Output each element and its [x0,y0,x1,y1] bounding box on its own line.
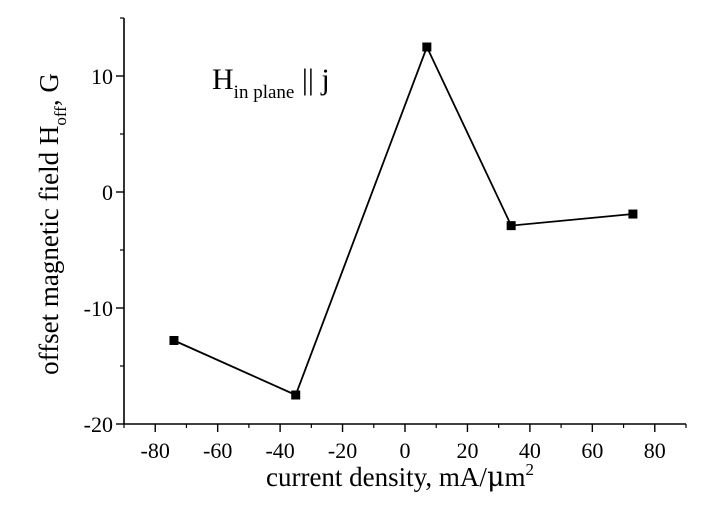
data-point [628,209,638,219]
annotation-rest: || j [294,63,329,96]
x-tick-label: 60 [581,438,603,463]
annotation-main: H [212,63,234,96]
x-tick-label: 20 [456,438,478,463]
y-axis-label-subscript: off [51,106,70,126]
x-axis-label-after-mu: m [505,462,526,492]
x-tick-label: 40 [519,438,541,463]
x-tick-label: -40 [265,438,294,463]
y-tick-label: 0 [102,180,113,205]
x-axis-label-mu: μ [487,462,505,493]
x-axis-label-superscript: 2 [526,460,535,479]
data-point [169,335,179,345]
x-axis-label: current density, mA/μm2 [266,460,534,493]
data-point [291,390,301,400]
y-tick-label: 10 [91,64,113,89]
x-tick-label: 80 [644,438,666,463]
x-tick-label: -80 [141,438,170,463]
axes: -80 -60 -40 -20 0 20 40 60 80 -20 -10 0 10 [84,17,687,463]
chart-annotation: Hin plane || j [212,63,330,103]
x-tick-label: -60 [203,438,232,463]
data-point [422,42,432,52]
data-point [506,221,516,231]
y-axis-label: offset magnetic field Hoff, G [34,73,70,375]
y-tick-label: -10 [84,296,113,321]
y-axis-label-main: offset magnetic field H [34,126,64,375]
annotation-subscript: in plane [234,82,295,103]
x-axis-label-main: current density, mA/ [266,462,487,492]
y-tick-label: -20 [84,412,113,437]
x-tick-label: -20 [328,438,357,463]
x-tick-label: 0 [400,438,411,463]
y-axis-label-rest: , G [34,73,64,106]
data-series [169,42,638,400]
